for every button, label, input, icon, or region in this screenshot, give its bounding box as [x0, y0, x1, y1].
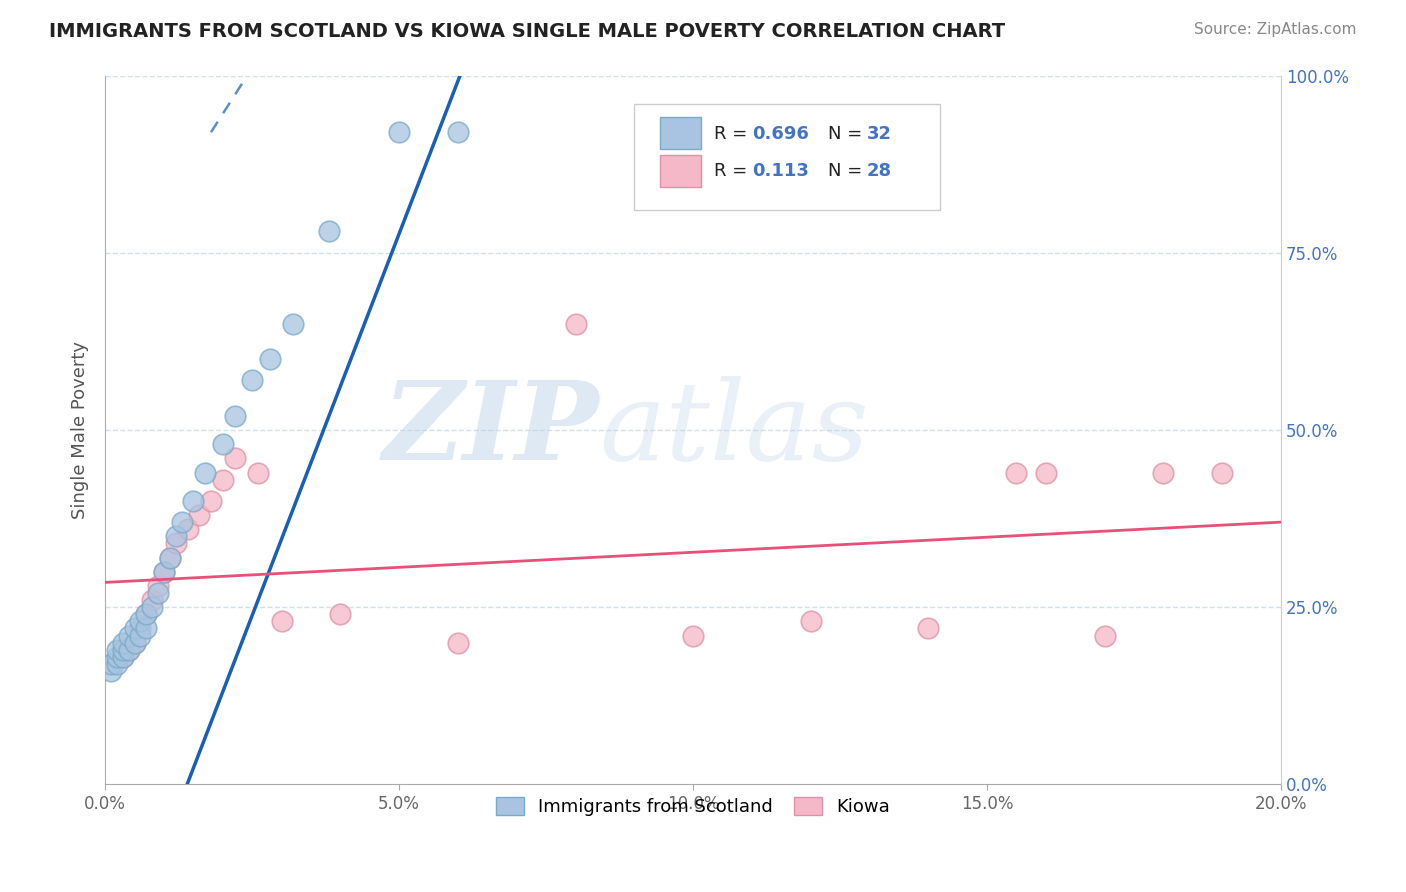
Point — [1035, 466, 1057, 480]
Point — [200, 494, 222, 508]
Point — [447, 125, 470, 139]
Point — [447, 635, 470, 649]
Point — [170, 515, 193, 529]
Point — [283, 317, 305, 331]
Point — [135, 607, 157, 622]
Point — [1094, 629, 1116, 643]
Point — [240, 373, 263, 387]
Point — [329, 607, 352, 622]
Point — [124, 622, 146, 636]
Point — [129, 615, 152, 629]
Point — [270, 615, 292, 629]
Point — [153, 565, 176, 579]
Point — [135, 607, 157, 622]
Point — [224, 451, 246, 466]
Text: N =: N = — [828, 125, 869, 143]
Point — [135, 622, 157, 636]
Point — [1152, 466, 1174, 480]
Point — [146, 579, 169, 593]
Point — [564, 317, 586, 331]
Point — [129, 622, 152, 636]
Point — [111, 649, 134, 664]
Point — [800, 615, 823, 629]
Point — [1211, 466, 1233, 480]
Point — [100, 657, 122, 671]
Point — [247, 466, 270, 480]
Point — [111, 635, 134, 649]
Point — [124, 635, 146, 649]
Text: 28: 28 — [868, 162, 893, 180]
Point — [153, 565, 176, 579]
Point — [105, 642, 128, 657]
Legend: Immigrants from Scotland, Kiowa: Immigrants from Scotland, Kiowa — [488, 788, 898, 825]
Point — [211, 437, 233, 451]
Text: ZIP: ZIP — [382, 376, 599, 483]
Point — [183, 494, 205, 508]
Text: R =: R = — [714, 125, 754, 143]
FancyBboxPatch shape — [661, 118, 702, 149]
Point — [105, 657, 128, 671]
FancyBboxPatch shape — [634, 103, 941, 211]
Point — [188, 508, 211, 522]
Point — [259, 352, 281, 367]
Point — [141, 600, 163, 615]
Point — [318, 225, 340, 239]
Point — [129, 629, 152, 643]
Point — [118, 629, 141, 643]
Point — [118, 642, 141, 657]
Point — [165, 536, 187, 550]
Text: Source: ZipAtlas.com: Source: ZipAtlas.com — [1194, 22, 1357, 37]
Point — [146, 586, 169, 600]
Text: atlas: atlas — [599, 376, 869, 483]
Point — [111, 649, 134, 664]
Point — [224, 409, 246, 423]
Text: N =: N = — [828, 162, 869, 180]
Text: R =: R = — [714, 162, 759, 180]
Point — [118, 642, 141, 657]
Point — [211, 473, 233, 487]
Point — [100, 664, 122, 678]
Point — [159, 550, 181, 565]
Point — [917, 622, 939, 636]
Point — [682, 629, 704, 643]
Point — [105, 649, 128, 664]
Text: 0.113: 0.113 — [752, 162, 808, 180]
Y-axis label: Single Male Poverty: Single Male Poverty — [72, 341, 89, 519]
Point — [194, 466, 217, 480]
Point — [1005, 466, 1028, 480]
Point — [388, 125, 411, 139]
Point — [165, 529, 187, 543]
Point — [176, 522, 198, 536]
Text: 0.696: 0.696 — [752, 125, 808, 143]
Point — [111, 642, 134, 657]
Text: 32: 32 — [868, 125, 891, 143]
Point — [159, 550, 181, 565]
FancyBboxPatch shape — [661, 154, 702, 186]
Text: IMMIGRANTS FROM SCOTLAND VS KIOWA SINGLE MALE POVERTY CORRELATION CHART: IMMIGRANTS FROM SCOTLAND VS KIOWA SINGLE… — [49, 22, 1005, 41]
Point — [124, 635, 146, 649]
Point — [141, 593, 163, 607]
